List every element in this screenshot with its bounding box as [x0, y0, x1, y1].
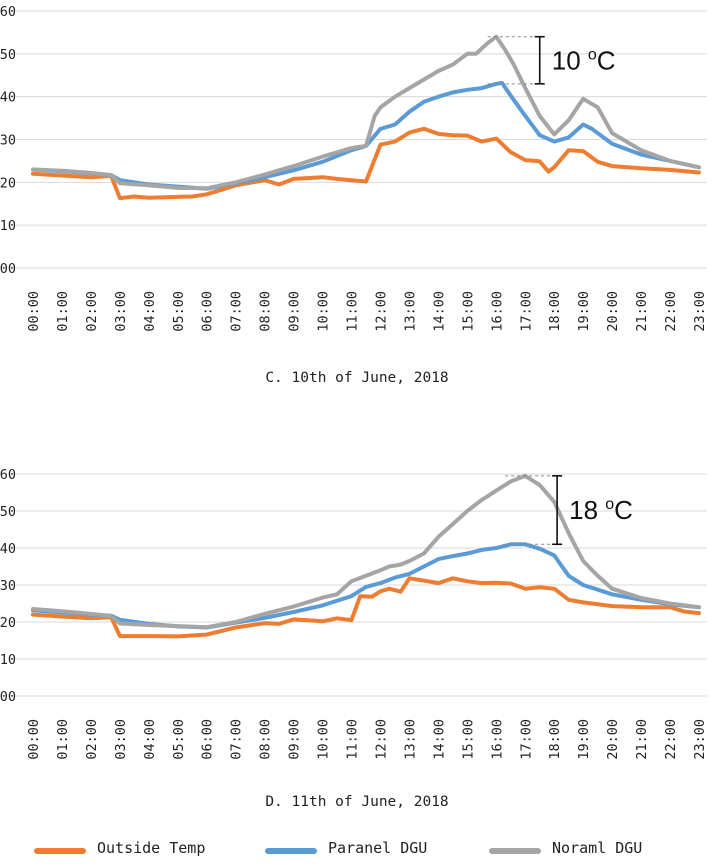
y-tick-label: 00 [0, 261, 16, 277]
y-tick-label: 40 [0, 541, 16, 557]
x-tick-label: 09:00 [287, 291, 303, 332]
x-tick-label: 13:00 [402, 291, 418, 332]
chart-legend: Outside Temp Paranel DGU Noraml DGU [34, 839, 642, 857]
x-tick-label: 18:00 [547, 291, 563, 332]
x-tick-label: 04:00 [142, 291, 158, 332]
x-tick-label: 11:00 [345, 719, 361, 760]
x-tick-label: 10:00 [316, 291, 332, 332]
series-line [31, 81, 701, 191]
x-tick-label: 14:00 [431, 719, 447, 760]
x-tick-label: 07:00 [229, 719, 245, 760]
x-tick-label: 16:00 [489, 719, 505, 760]
y-tick-label: 50 [0, 47, 16, 63]
x-tick-label: 01:00 [55, 719, 71, 760]
legend-label: Noraml DGU [552, 839, 642, 857]
legend-label: Outside Temp [97, 839, 205, 857]
x-tick-label: 20:00 [605, 291, 621, 332]
series-line [31, 34, 701, 191]
y-tick-label: 20 [0, 175, 16, 191]
series-line [31, 473, 701, 630]
x-tick-label: 00:00 [26, 291, 42, 332]
x-tick-label: 22:00 [663, 719, 679, 760]
x-tick-label: 01:00 [55, 291, 71, 332]
x-tick-label: 06:00 [200, 719, 216, 760]
y-tick-label: 60 [0, 4, 16, 20]
series-line [31, 542, 701, 630]
series-line [31, 576, 701, 639]
x-tick-label: 21:00 [634, 291, 650, 332]
x-tick-label: 09:00 [287, 719, 303, 760]
x-tick-label: 02:00 [84, 291, 100, 332]
x-tick-label: 22:00 [663, 291, 679, 332]
y-tick-label: 30 [0, 133, 16, 149]
x-tick-label: 15:00 [460, 719, 476, 760]
x-tick-label: 05:00 [171, 719, 187, 760]
y-tick-label: 50 [0, 504, 16, 520]
annotation-label: 10 oC [552, 45, 616, 75]
x-tick-label: 14:00 [431, 291, 447, 332]
y-tick-label: 30 [0, 578, 16, 594]
x-tick-label: 06:00 [200, 291, 216, 332]
x-tick-label: 15:00 [460, 291, 476, 332]
y-tick-label: 10 [0, 218, 16, 234]
x-tick-label: 21:00 [634, 719, 650, 760]
x-tick-label: 19:00 [576, 291, 592, 332]
x-tick-label: 23:00 [692, 291, 708, 332]
x-tick-label: 13:00 [402, 719, 418, 760]
y-tick-label: 40 [0, 90, 16, 106]
chart-june-11: 00 10 20 30 40 50 60 00:00 01:00 02:00 03:00 04:00 0… [0, 467, 708, 810]
x-tick-label: 19:00 [576, 719, 592, 760]
legend-label: Paranel DGU [328, 839, 427, 857]
x-tick-label: 00:00 [26, 719, 42, 760]
x-tick-label: 08:00 [258, 291, 274, 332]
x-tick-label: 05:00 [171, 291, 187, 332]
chart-caption: D. 11th of June, 2018 [265, 794, 448, 810]
x-tick-label: 20:00 [605, 719, 621, 760]
annotation-label: 18 oC [569, 495, 633, 525]
y-tick-label: 00 [0, 689, 16, 705]
x-tick-label: 17:00 [518, 291, 534, 332]
y-tick-label: 20 [0, 615, 16, 631]
x-tick-label: 23:00 [692, 719, 708, 760]
x-tick-label: 03:00 [113, 719, 129, 760]
x-tick-label: 12:00 [373, 719, 389, 760]
y-tick-label: 10 [0, 652, 16, 668]
series-line [31, 126, 701, 201]
x-tick-label: 07:00 [229, 291, 245, 332]
x-tick-label: 11:00 [345, 291, 361, 332]
x-tick-label: 10:00 [316, 719, 332, 760]
x-tick-label: 08:00 [258, 719, 274, 760]
x-tick-label: 02:00 [84, 719, 100, 760]
chart-june-10: 00 10 20 30 40 50 60 00:00 01:00 02:00 03:00 04:00 0… [0, 4, 708, 386]
y-tick-label: 60 [0, 467, 16, 483]
chart-caption: C. 10th of June, 2018 [265, 370, 448, 386]
x-tick-label: 03:00 [113, 291, 129, 332]
x-tick-label: 12:00 [373, 291, 389, 332]
x-tick-label: 17:00 [518, 719, 534, 760]
x-tick-label: 04:00 [142, 719, 158, 760]
x-tick-label: 16:00 [489, 291, 505, 332]
x-tick-label: 18:00 [547, 719, 563, 760]
